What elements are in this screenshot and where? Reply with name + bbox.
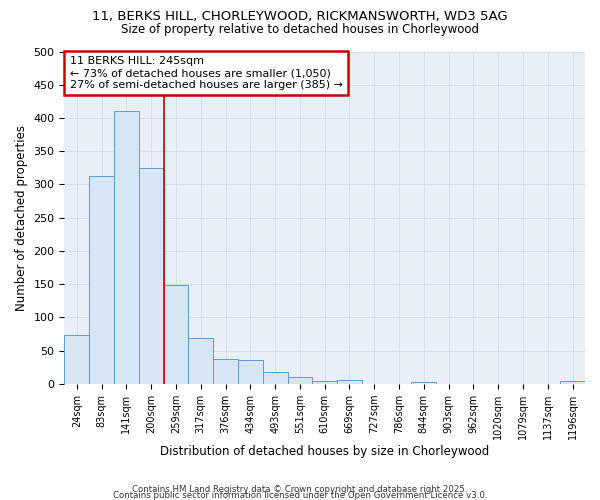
- Bar: [64, 336, 89, 384]
- Bar: [412, 382, 436, 384]
- Y-axis label: Number of detached properties: Number of detached properties: [15, 124, 28, 310]
- Bar: [213, 360, 238, 384]
- Bar: [164, 286, 188, 384]
- Bar: [114, 112, 139, 384]
- Text: Contains public sector information licensed under the Open Government Licence v3: Contains public sector information licen…: [113, 491, 487, 500]
- X-axis label: Distribution of detached houses by size in Chorleywood: Distribution of detached houses by size …: [160, 444, 490, 458]
- Bar: [89, 176, 114, 384]
- Bar: [188, 338, 213, 384]
- Text: 11, BERKS HILL, CHORLEYWOOD, RICKMANSWORTH, WD3 5AG: 11, BERKS HILL, CHORLEYWOOD, RICKMANSWOR…: [92, 10, 508, 23]
- Bar: [560, 380, 585, 384]
- Bar: [313, 380, 337, 384]
- Bar: [238, 360, 263, 384]
- Bar: [263, 372, 287, 384]
- Bar: [337, 380, 362, 384]
- Bar: [287, 377, 313, 384]
- Text: 11 BERKS HILL: 245sqm
← 73% of detached houses are smaller (1,050)
27% of semi-d: 11 BERKS HILL: 245sqm ← 73% of detached …: [70, 56, 343, 90]
- Bar: [139, 168, 164, 384]
- Text: Contains HM Land Registry data © Crown copyright and database right 2025.: Contains HM Land Registry data © Crown c…: [132, 485, 468, 494]
- Text: Size of property relative to detached houses in Chorleywood: Size of property relative to detached ho…: [121, 22, 479, 36]
